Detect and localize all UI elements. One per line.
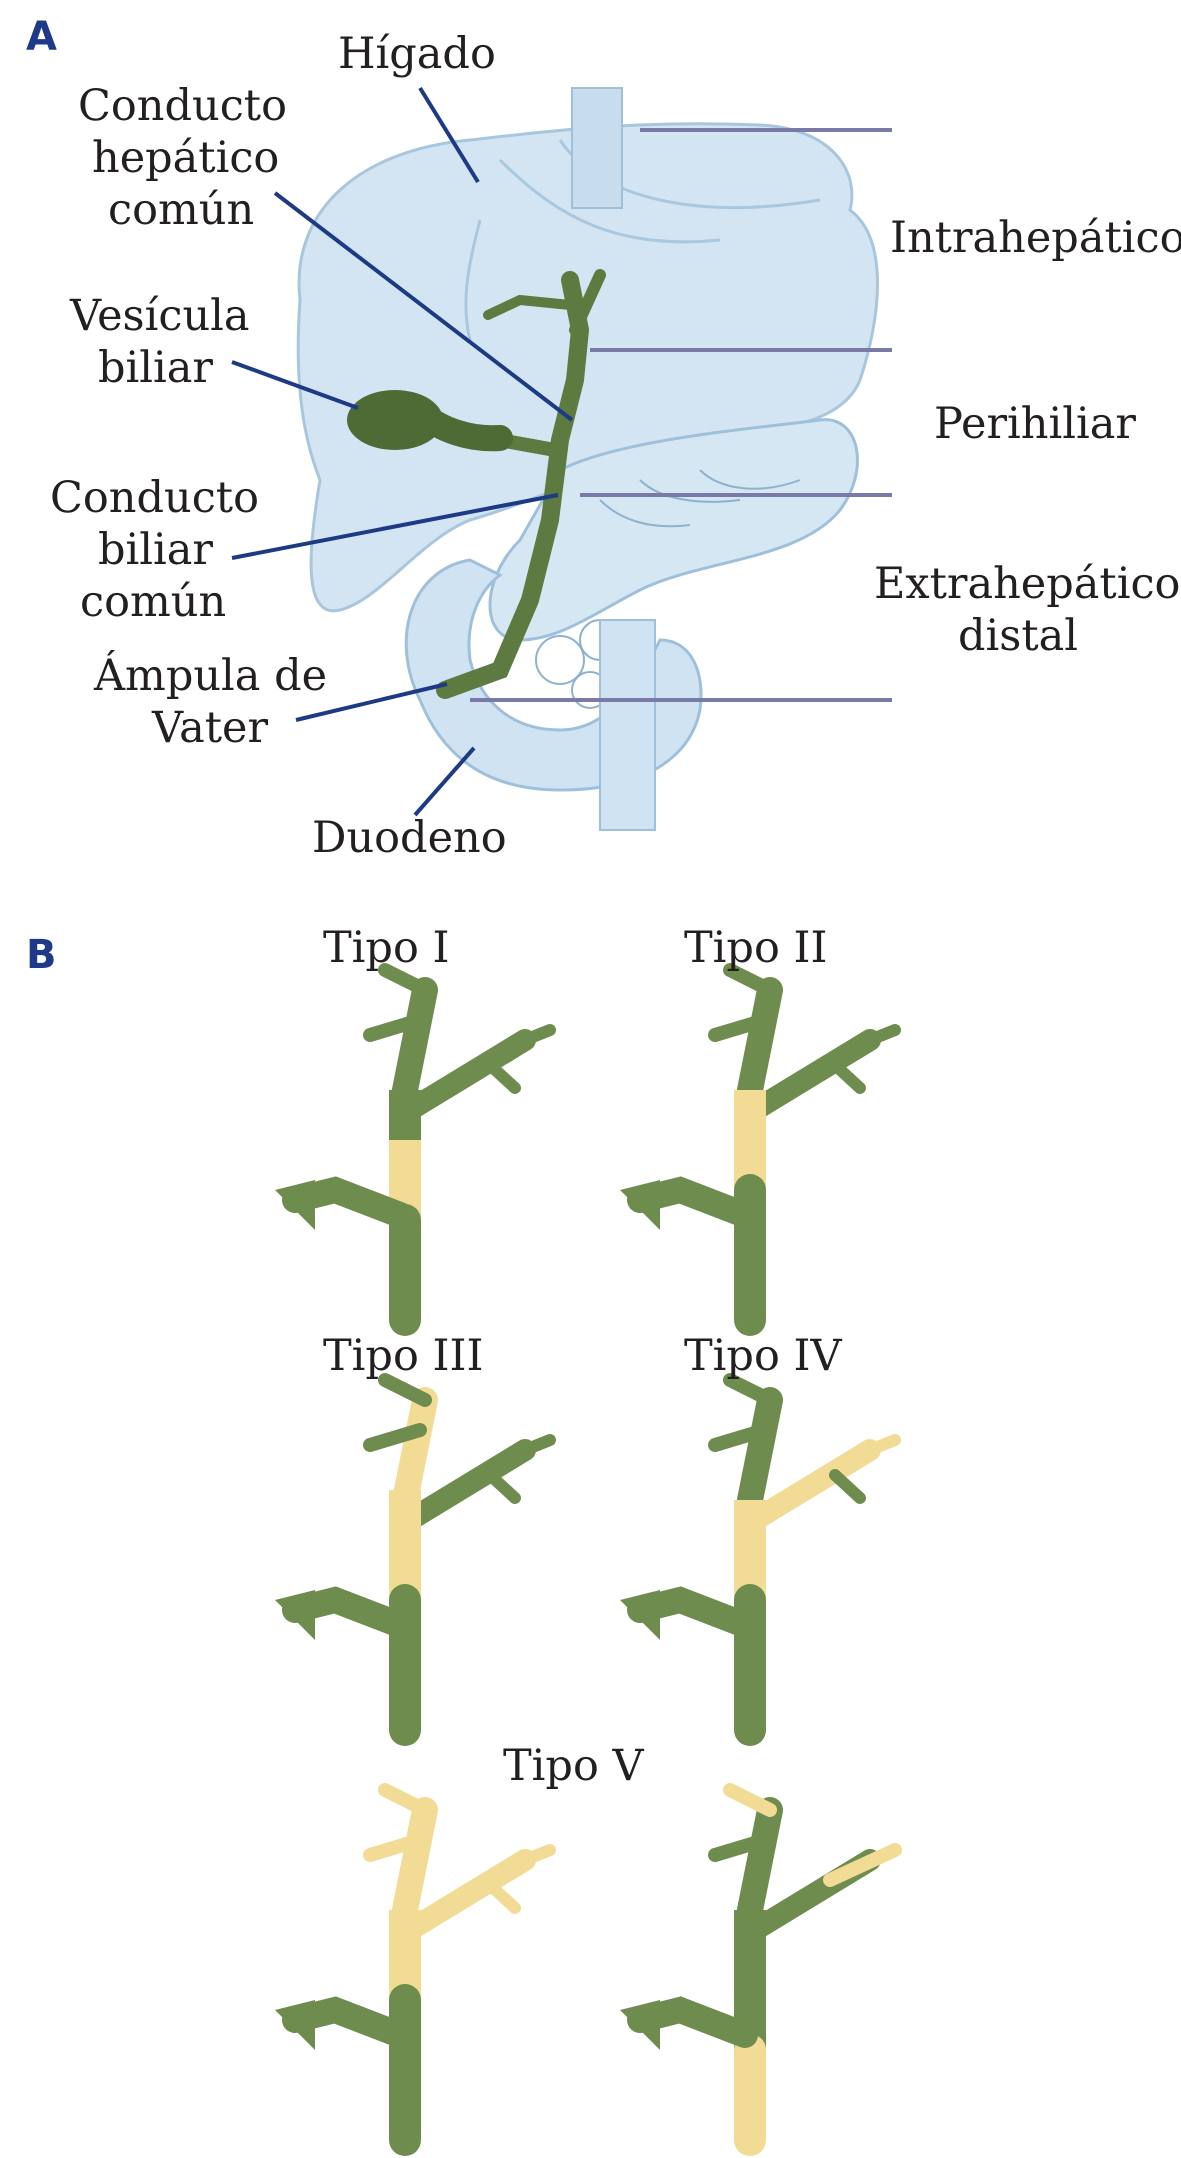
- leader-lines: [231, 86, 574, 817]
- label-tipo-ii: Tipo II: [684, 923, 828, 973]
- zone-perihiliar: Perihiliar: [934, 399, 1136, 449]
- label-tipo-v: Tipo V: [503, 1741, 644, 1791]
- level-lines: [470, 128, 892, 702]
- panel-b: B: [0, 880, 1181, 2158]
- panel-a: A: [0, 0, 1181, 880]
- label-conducto-hepatico-2: hepático: [92, 133, 280, 183]
- liver-shape: [296, 122, 879, 613]
- tree-tipo-v-b: [620, 1783, 902, 2156]
- tree-tipo-ii: [620, 963, 901, 1336]
- zone-intrahepatico: Intrahepático: [890, 213, 1181, 263]
- tree-tipo-iii: [275, 1373, 556, 1746]
- label-higado: Hígado: [338, 29, 496, 79]
- label-tipo-iii: Tipo III: [323, 1331, 484, 1381]
- label-conducto-hepatico-3: común: [108, 185, 255, 235]
- label-conducto-biliar-3: común: [80, 577, 227, 627]
- label-tipo-i: Tipo I: [323, 923, 450, 973]
- panel-b-letter: B: [26, 932, 57, 978]
- label-conducto-biliar-1: Conducto: [50, 473, 259, 523]
- label-vesicula-1: Vesícula: [70, 291, 250, 341]
- tree-tipo-i: [275, 963, 556, 1336]
- zone-extrahepatico-1: Extrahepático: [874, 559, 1181, 609]
- bismuth-types-illustration: [275, 963, 902, 2156]
- tree-tipo-iv: [620, 1373, 901, 1746]
- label-conducto-biliar-2: biliar: [98, 525, 213, 575]
- label-ampula-1: Ámpula de: [94, 651, 328, 701]
- label-tipo-iv: Tipo IV: [684, 1331, 842, 1381]
- panel-a-letter: A: [26, 14, 57, 60]
- vena-cava: [571, 87, 623, 209]
- biliary-tree: [347, 269, 606, 699]
- label-conducto-hepatico-1: Conducto: [78, 81, 287, 131]
- biliary-anatomy-illustration: [231, 86, 892, 831]
- label-vesicula-2: biliar: [98, 343, 213, 393]
- tree-tipo-v-a: [275, 1783, 556, 2156]
- label-ampula-2: Vater: [152, 703, 269, 753]
- zone-extrahepatico-2: distal: [958, 611, 1079, 661]
- label-duodeno: Duodeno: [312, 813, 507, 863]
